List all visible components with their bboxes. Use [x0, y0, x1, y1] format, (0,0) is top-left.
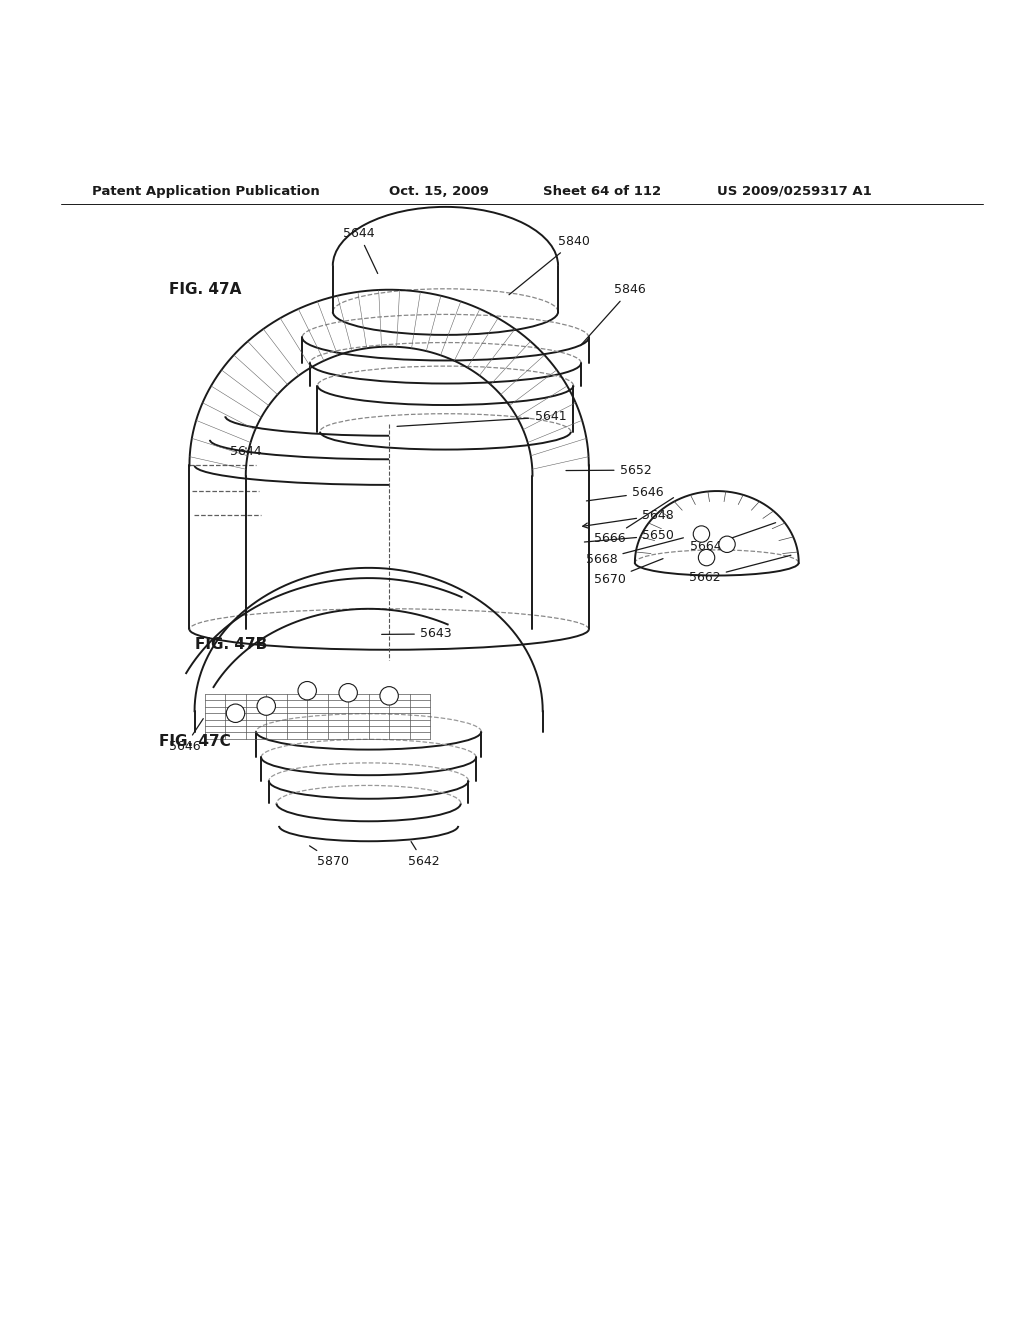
- Text: FIG. 47A: FIG. 47A: [169, 281, 242, 297]
- Text: 5641: 5641: [397, 411, 566, 426]
- Text: 5648: 5648: [583, 508, 674, 528]
- Text: 5644: 5644: [230, 445, 262, 458]
- Circle shape: [226, 704, 245, 722]
- Circle shape: [257, 697, 275, 715]
- Text: 5666: 5666: [594, 498, 674, 545]
- Text: 5662: 5662: [689, 556, 791, 585]
- Text: 5652: 5652: [566, 463, 651, 477]
- Text: 5840: 5840: [509, 235, 590, 294]
- Text: Patent Application Publication: Patent Application Publication: [92, 185, 319, 198]
- Circle shape: [380, 686, 398, 705]
- Text: FIG. 47B: FIG. 47B: [195, 638, 267, 652]
- Text: 5846: 5846: [581, 284, 646, 346]
- Circle shape: [698, 549, 715, 566]
- Text: 5646: 5646: [587, 486, 664, 500]
- Text: 5642: 5642: [408, 842, 439, 867]
- Text: 5646: 5646: [169, 718, 204, 754]
- Text: 5644: 5644: [343, 227, 378, 273]
- Circle shape: [719, 536, 735, 553]
- Text: Oct. 15, 2009: Oct. 15, 2009: [389, 185, 489, 198]
- Text: 5668: 5668: [586, 537, 683, 566]
- Text: US 2009/0259317 A1: US 2009/0259317 A1: [717, 185, 871, 198]
- Circle shape: [298, 681, 316, 700]
- Circle shape: [693, 525, 710, 543]
- Text: 5650: 5650: [585, 529, 674, 543]
- Text: FIG. 47C: FIG. 47C: [159, 734, 230, 750]
- Circle shape: [339, 684, 357, 702]
- Text: 5643: 5643: [382, 627, 452, 640]
- Text: 5664: 5664: [690, 523, 775, 553]
- Text: 5870: 5870: [309, 846, 349, 867]
- Text: 5670: 5670: [594, 558, 663, 586]
- Text: Sheet 64 of 112: Sheet 64 of 112: [543, 185, 660, 198]
